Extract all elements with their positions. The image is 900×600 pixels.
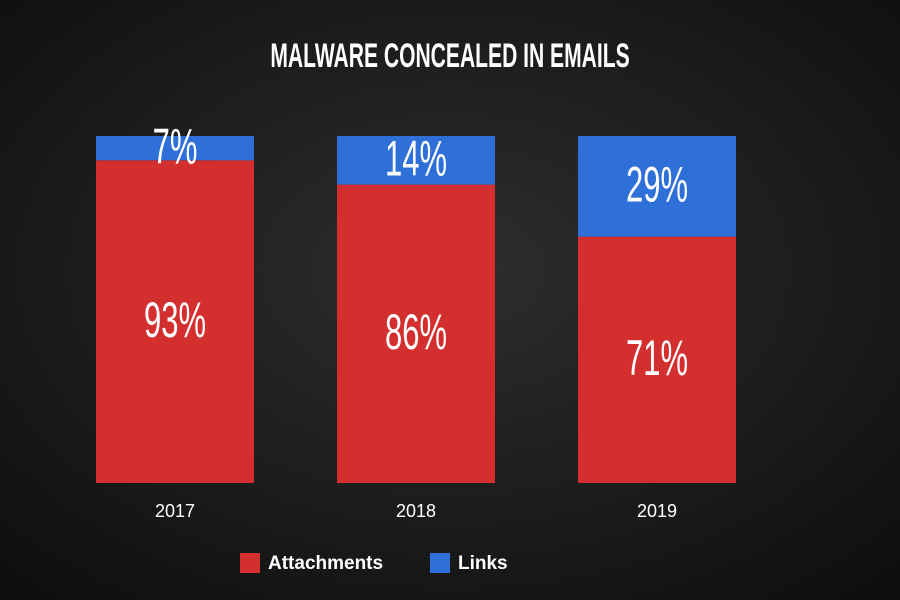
title-group: MALWARE CONCEALED IN EMAILS (270, 36, 629, 74)
bar-segment (96, 136, 254, 161)
bar-segment (337, 184, 495, 483)
bar-segment (578, 136, 736, 237)
legend-swatch (240, 553, 260, 573)
value-label-group: 29% (626, 156, 688, 212)
chart-title: MALWARE CONCEALED IN EMAILS (270, 36, 629, 74)
legend-swatch (430, 553, 450, 573)
value-label: 7% (153, 118, 198, 174)
bar-segment (96, 160, 254, 484)
value-label-group: 7% (153, 118, 198, 174)
value-label: 93% (144, 291, 206, 347)
value-label-group: 71% (626, 329, 688, 385)
legend-label: Attachments (268, 553, 383, 574)
bar-segment (578, 236, 736, 483)
legend-label: Links (458, 553, 508, 574)
value-label: 71% (626, 329, 688, 385)
x-tick-label: 2017 (155, 501, 195, 521)
value-label-group: 86% (385, 303, 447, 359)
value-label: 86% (385, 303, 447, 359)
value-label-group: 93% (144, 291, 206, 347)
value-label: 29% (626, 156, 688, 212)
x-tick-label: 2019 (637, 501, 677, 521)
x-tick-label: 2018 (396, 501, 436, 521)
bar-segment (337, 136, 495, 185)
value-label: 14% (385, 130, 447, 186)
value-label-group: 14% (385, 130, 447, 186)
